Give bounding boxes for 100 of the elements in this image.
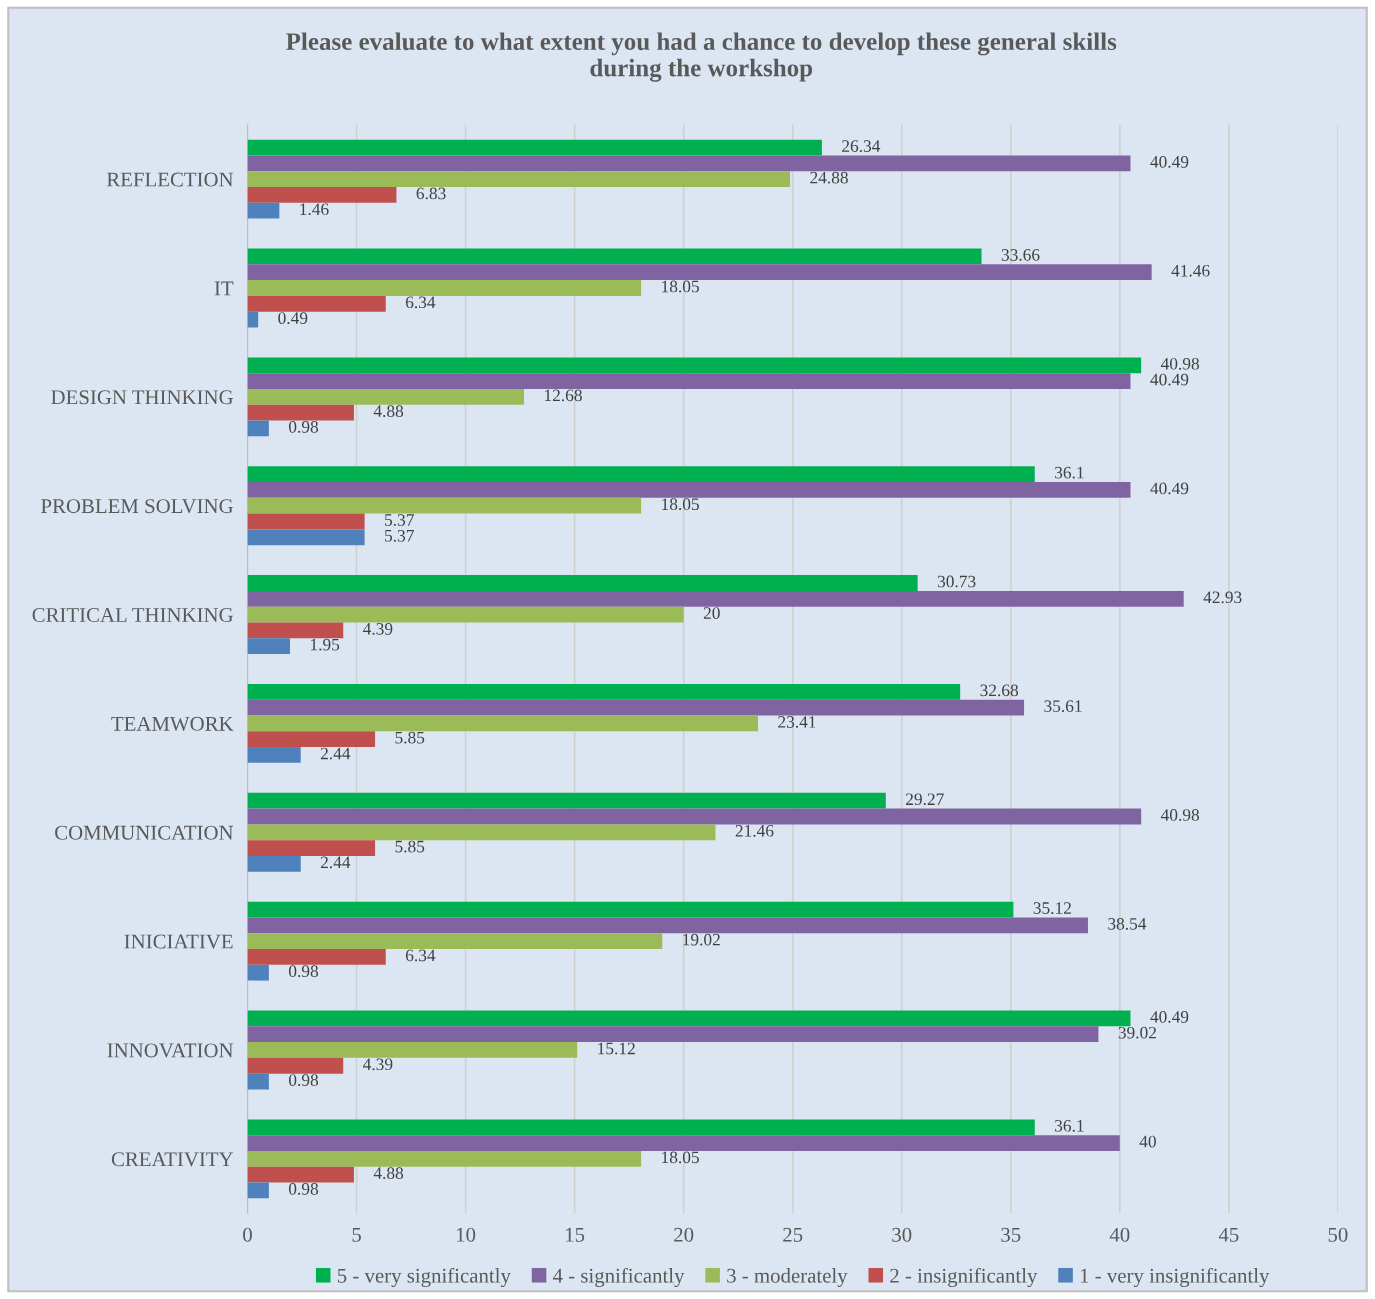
x-tick-label: 20 [674, 1227, 694, 1242]
bar [247, 1026, 1099, 1043]
bar [247, 855, 301, 872]
y-tick-label: CREATIVITY [111, 1152, 234, 1167]
x-tick-label: 25 [783, 1227, 803, 1242]
data-label: 12.68 [544, 389, 582, 402]
bar [247, 295, 386, 312]
data-label: 39.02 [1118, 1026, 1156, 1039]
bar [247, 1042, 578, 1058]
bar [247, 792, 886, 809]
bar [247, 638, 291, 655]
bar [247, 683, 961, 700]
data-label: 4.88 [373, 1167, 404, 1180]
data-label: 40.98 [1160, 809, 1200, 821]
bar [247, 1073, 269, 1090]
data-label: 38.54 [1108, 917, 1147, 930]
data-label: 40.49 [1150, 373, 1189, 386]
y-tick-label: TEAMWORK [111, 716, 234, 731]
x-tick-label: 40 [1109, 1227, 1130, 1242]
chart-title: Please evaluate to what extent you had a chance to develop these general skills during the workshop [286, 32, 1117, 82]
data-label: 18.05 [662, 280, 699, 293]
bar [247, 139, 822, 156]
bar [247, 1182, 269, 1199]
y-tick-label: COMMUNICATION [55, 825, 234, 840]
legend-label: 3 - moderately [727, 1268, 848, 1288]
bar [247, 808, 1142, 825]
data-label: 24.88 [810, 171, 848, 184]
bar [247, 497, 642, 514]
bar [247, 171, 791, 188]
data-label: 6.34 [405, 949, 436, 962]
bar [247, 264, 1152, 281]
bar [247, 187, 397, 203]
data-label: 26.34 [842, 140, 881, 152]
data-label: 6.34 [405, 296, 436, 309]
legend-label: 4 - significantly [552, 1267, 685, 1288]
legend-label: 5 - very significantly [337, 1267, 511, 1288]
bar [247, 731, 376, 748]
data-label: 0.98 [288, 421, 319, 433]
data-label: 40 [1139, 1135, 1156, 1148]
y-tick-label: INICIATIVE [124, 934, 233, 949]
bar [247, 824, 716, 841]
data-label: 18.05 [662, 1151, 699, 1164]
bar [247, 373, 1131, 389]
bar [247, 280, 642, 296]
data-label: 4.39 [363, 1058, 393, 1071]
data-label: 18.05 [662, 498, 699, 511]
bar [247, 747, 301, 763]
data-label: 35.61 [1044, 700, 1082, 713]
data-label: 20 [703, 607, 720, 619]
bar [247, 606, 684, 623]
bar [247, 933, 663, 950]
y-tick-label: IT [214, 281, 234, 296]
bar [247, 529, 365, 546]
data-label: 5.37 [385, 529, 414, 542]
data-label: 36.1 [1055, 466, 1084, 479]
y-tick-label: DESIGN THINKING [51, 390, 233, 405]
bar [247, 466, 1035, 483]
data-label: 40.49 [1150, 482, 1189, 495]
data-label: 5.85 [395, 840, 425, 853]
data-label: 21.46 [735, 824, 774, 837]
bar [247, 590, 1184, 607]
data-label: 0.49 [278, 312, 308, 324]
y-tick-label: PROBLEM SOLVING [41, 499, 233, 514]
bar [247, 964, 269, 981]
data-label: 36.1 [1055, 1119, 1084, 1132]
data-label: 41.46 [1171, 264, 1210, 277]
data-label: 15.12 [598, 1042, 635, 1055]
x-tick-label: 30 [892, 1227, 912, 1242]
data-label: 40.49 [1150, 1011, 1189, 1023]
bar [247, 917, 1088, 934]
data-label: 2.44 [320, 747, 351, 760]
bar [247, 248, 982, 265]
data-label: 6.83 [416, 187, 446, 200]
bar [247, 1010, 1131, 1027]
y-tick-label: INNOVATION [107, 1043, 234, 1058]
bar [247, 1135, 1120, 1151]
legend-label: 2 - insignificantly [890, 1267, 1038, 1288]
bar [247, 901, 1014, 918]
x-tick-label: 15 [566, 1227, 585, 1242]
data-label: 30.73 [937, 575, 976, 588]
bar [247, 715, 759, 732]
bar [247, 699, 1025, 716]
data-label: 42.93 [1203, 591, 1242, 604]
x-tick-label: 35 [1001, 1227, 1021, 1242]
bar [247, 404, 354, 421]
bar [247, 482, 1131, 498]
data-label: 35.12 [1033, 902, 1071, 914]
data-label: 5.37 [385, 514, 414, 526]
data-label: 4.39 [363, 623, 393, 635]
bar [247, 513, 365, 530]
legend-label: 1 - very insignificantly [1080, 1267, 1270, 1288]
bar [247, 357, 1142, 374]
data-label: 23.41 [778, 716, 816, 728]
data-label: 4.88 [373, 405, 404, 418]
data-label: 29.27 [906, 793, 944, 806]
bar [247, 1150, 642, 1167]
bar [247, 1057, 344, 1074]
data-label: 1.95 [311, 638, 340, 651]
data-label: 0.98 [288, 1183, 319, 1195]
y-tick-label: REFLECTION [106, 172, 234, 187]
